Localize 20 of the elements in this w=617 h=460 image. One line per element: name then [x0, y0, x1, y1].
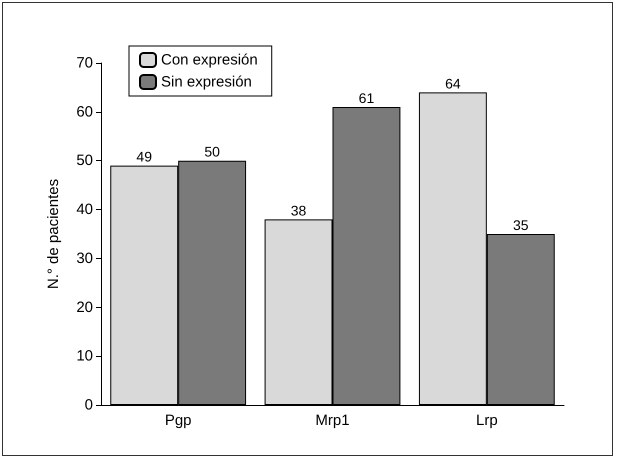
- data-label: 61: [358, 90, 374, 106]
- legend-label: Sin expresión: [161, 74, 252, 90]
- data-label: 49: [136, 148, 152, 165]
- data-label: 50: [204, 144, 220, 160]
- data-label: 64: [445, 75, 461, 92]
- x-tick-label: Lrp: [476, 412, 498, 429]
- y-tick-label: 40: [76, 201, 93, 218]
- y-tick-label: 60: [76, 103, 93, 120]
- data-label: 38: [290, 202, 307, 218]
- y-tick-label: 10: [76, 348, 93, 365]
- x-tick-label: Pgp: [164, 412, 192, 429]
- y-axis-title: N.° de pacientes: [45, 178, 62, 290]
- y-tick-label: 30: [76, 250, 93, 267]
- y-tick-label: 20: [76, 298, 93, 316]
- y-tick-label: 70: [76, 54, 93, 72]
- data-label: 35: [513, 217, 529, 233]
- y-tick-label: 50: [76, 152, 93, 170]
- legend-label: Con expresión: [161, 52, 258, 68]
- x-tick-label: Mrp1: [315, 412, 350, 429]
- y-tick-label: 0: [84, 396, 93, 414]
